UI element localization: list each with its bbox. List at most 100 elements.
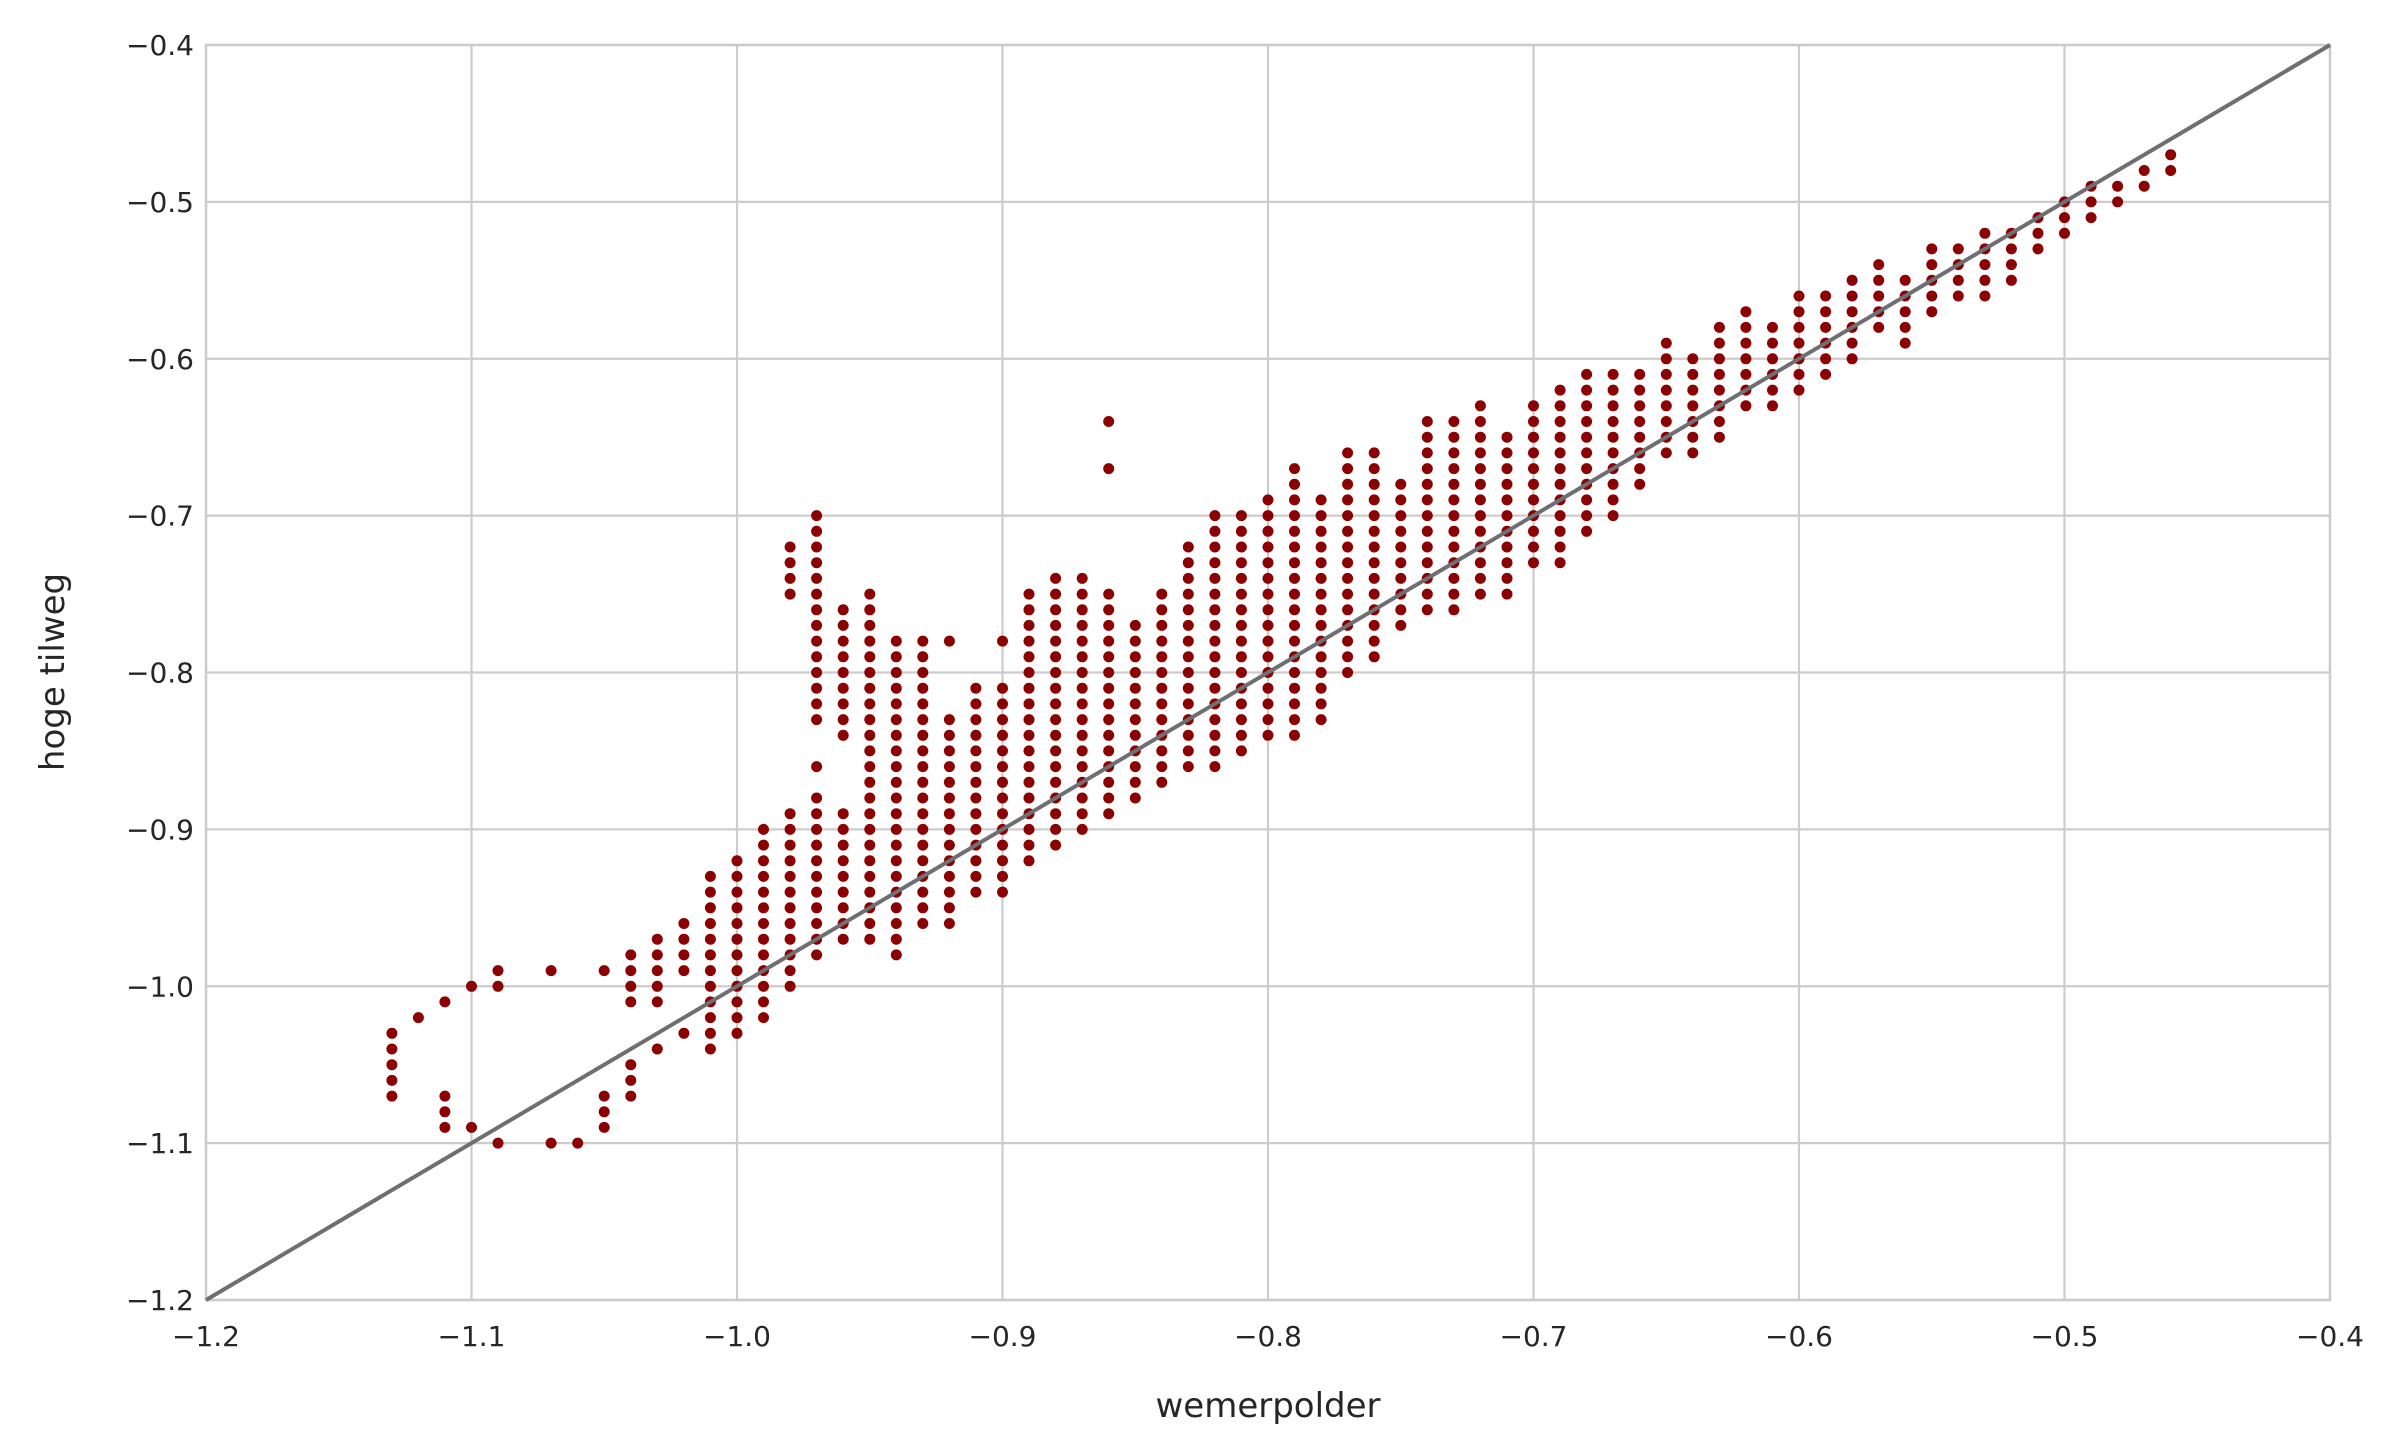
- data-point: [837, 714, 849, 726]
- data-point: [997, 855, 1008, 867]
- data-point: [1262, 698, 1274, 710]
- data-point: [811, 588, 823, 600]
- data-point: [837, 619, 849, 631]
- data-point: [1421, 541, 1433, 553]
- data-point: [1368, 619, 1380, 631]
- data-point: [1368, 510, 1380, 522]
- data-point: [811, 823, 823, 835]
- data-point: [731, 933, 743, 945]
- data-point: [1076, 572, 1088, 584]
- data-point: [1687, 400, 1699, 412]
- data-point: [864, 651, 876, 663]
- data-point: [1767, 337, 1778, 349]
- data-point: [864, 761, 876, 773]
- data-point: [1289, 557, 1300, 569]
- data-point: [1395, 541, 1407, 553]
- data-point: [1156, 604, 1168, 616]
- data-point: [890, 698, 902, 710]
- data-point: [1634, 463, 1646, 475]
- data-point: [784, 886, 796, 898]
- data-point: [1076, 729, 1088, 741]
- data-point: [1368, 463, 1380, 475]
- data-point: [1474, 557, 1486, 569]
- x-tick-label: −1.1: [438, 1320, 506, 1353]
- data-point: [1501, 588, 1513, 600]
- data-point: [890, 729, 902, 741]
- data-point: [439, 1106, 451, 1118]
- data-point: [1262, 572, 1274, 584]
- data-point: [2085, 212, 2097, 224]
- data-point: [1235, 729, 1247, 741]
- data-point: [1979, 290, 1991, 302]
- data-point: [1474, 494, 1486, 506]
- data-point: [1501, 557, 1513, 569]
- data-point: [1289, 588, 1300, 600]
- data-point: [1899, 321, 1911, 333]
- data-point: [1076, 792, 1088, 804]
- data-point: [864, 839, 876, 851]
- data-point: [1262, 494, 1274, 506]
- data-point: [890, 714, 902, 726]
- data-point: [1660, 337, 1672, 349]
- data-point: [864, 808, 876, 820]
- data-point: [1262, 541, 1274, 553]
- data-point: [1209, 541, 1221, 553]
- data-point: [678, 965, 690, 977]
- data-point: [1209, 761, 1221, 773]
- data-point: [1156, 588, 1168, 600]
- data-point: [1793, 368, 1805, 380]
- data-point: [2059, 227, 2070, 239]
- data-point: [492, 965, 504, 977]
- data-point: [1448, 525, 1460, 537]
- data-point: [784, 918, 796, 929]
- data-point: [1209, 510, 1221, 522]
- data-point: [2112, 196, 2124, 208]
- data-point: [970, 698, 982, 710]
- data-point: [1156, 635, 1168, 647]
- data-point: [1342, 635, 1354, 647]
- data-point: [1395, 557, 1407, 569]
- data-point: [1846, 290, 1858, 302]
- data-point: [2032, 227, 2044, 239]
- data-point: [758, 886, 769, 898]
- data-point: [758, 918, 769, 929]
- data-point: [704, 1043, 716, 1055]
- data-point: [1421, 557, 1433, 569]
- data-point: [731, 918, 743, 929]
- data-point: [1182, 604, 1194, 616]
- data-point: [811, 667, 823, 678]
- data-point: [837, 855, 849, 867]
- data-point: [1289, 729, 1300, 741]
- data-point: [1554, 557, 1566, 569]
- data-point: [864, 855, 876, 867]
- data-point: [1474, 478, 1486, 490]
- data-point: [1023, 698, 1035, 710]
- data-point: [704, 949, 716, 961]
- data-point: [1767, 384, 1778, 396]
- data-point: [545, 1137, 557, 1149]
- data-point: [1103, 667, 1115, 678]
- data-point: [997, 808, 1008, 820]
- data-point: [811, 541, 823, 553]
- data-point: [1474, 416, 1486, 427]
- data-point: [1713, 384, 1725, 396]
- data-point: [1448, 510, 1460, 522]
- x-tick-label: −0.6: [1765, 1320, 1833, 1353]
- data-point: [837, 667, 849, 678]
- data-point: [1660, 416, 1672, 427]
- data-point: [1289, 478, 1300, 490]
- data-point: [784, 541, 796, 553]
- data-point: [1660, 447, 1672, 459]
- data-point: [864, 604, 876, 616]
- data-point: [1103, 729, 1115, 741]
- data-point: [784, 870, 796, 882]
- data-point: [1235, 557, 1247, 569]
- data-point: [890, 776, 902, 788]
- data-point: [1315, 557, 1327, 569]
- data-point: [970, 714, 982, 726]
- data-point: [943, 918, 955, 929]
- data-point: [1076, 714, 1088, 726]
- data-point: [1050, 729, 1062, 741]
- data-point: [1660, 368, 1672, 380]
